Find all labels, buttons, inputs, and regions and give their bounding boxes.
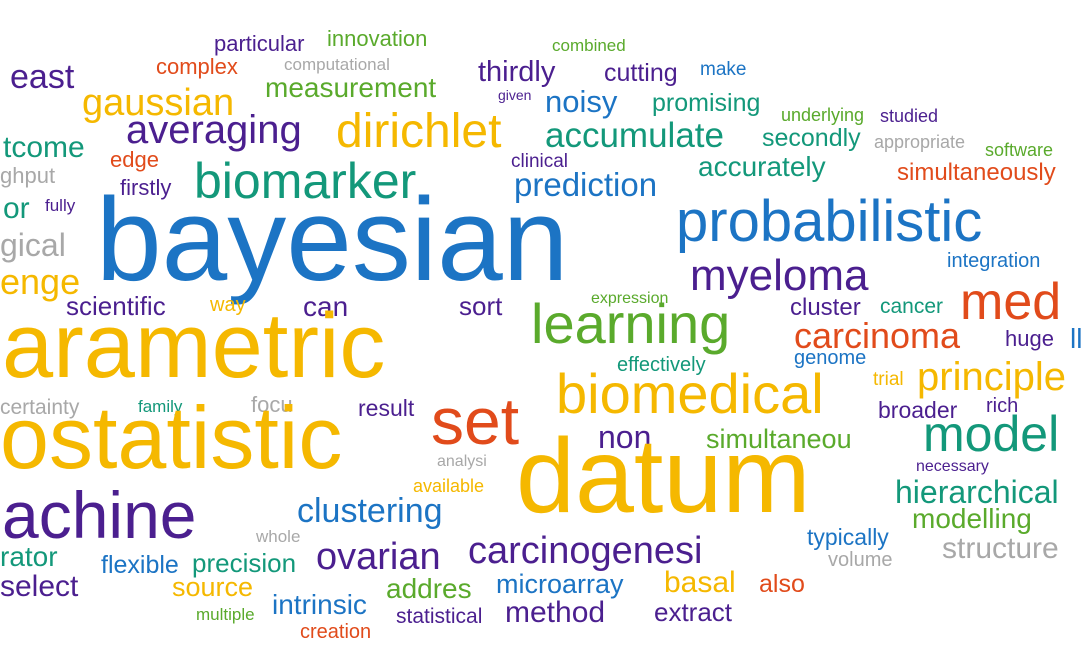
word-ovarian: ovarian xyxy=(316,536,441,578)
word-necessary: necessary xyxy=(916,458,989,475)
word-computational: computational xyxy=(284,55,390,74)
word-also: also xyxy=(759,570,805,598)
word-dirichlet: dirichlet xyxy=(336,105,502,158)
word-underlying: underlying xyxy=(781,105,865,125)
word-bayesian: bayesian xyxy=(96,174,569,306)
word-clustering: clustering xyxy=(297,492,443,530)
word-particular: particular xyxy=(214,31,305,56)
word-software: software xyxy=(985,140,1054,160)
word-structure: structure xyxy=(942,532,1059,565)
word-rator: rator xyxy=(0,541,58,572)
word-expression: expression xyxy=(591,290,669,307)
word-accurately: accurately xyxy=(698,151,826,182)
word-measurement: measurement xyxy=(265,72,437,103)
word-microarray: microarray xyxy=(496,569,624,599)
word-gaussian: gaussian xyxy=(82,82,235,124)
word-select: select xyxy=(0,570,79,603)
word-volume: volume xyxy=(828,549,893,571)
word-broader: broader xyxy=(878,397,958,423)
word-thirdly: thirdly xyxy=(478,56,556,88)
word-family: family xyxy=(138,397,183,416)
word-enge: enge xyxy=(0,261,81,302)
word-model: model xyxy=(923,406,1060,462)
word-extract: extract xyxy=(654,597,733,627)
word-sort: sort xyxy=(459,291,503,321)
word-certainty: certainty xyxy=(0,396,80,419)
word-genome: genome xyxy=(794,347,867,369)
word-set: set xyxy=(431,384,520,458)
word-myeloma: myeloma xyxy=(690,251,869,300)
word-secondly: secondly xyxy=(762,124,861,152)
word-trial: trial xyxy=(873,369,904,390)
word-tcome: tcome xyxy=(3,131,85,164)
word-firstly: firstly xyxy=(120,175,172,200)
word-complex: complex xyxy=(156,54,238,79)
word-modelling: modelling xyxy=(912,503,1032,534)
word-effectively: effectively xyxy=(617,354,706,376)
word-huge: huge xyxy=(1005,326,1054,351)
word-cancer: cancer xyxy=(880,295,944,318)
word-probabilistic: probabilistic xyxy=(676,189,983,254)
word-statistical: statistical xyxy=(396,605,483,628)
word-ghput: ghput xyxy=(0,163,56,188)
word-make: make xyxy=(700,59,747,80)
word-whole: whole xyxy=(256,527,301,546)
word-studied: studied xyxy=(880,106,939,126)
word-gical: gical xyxy=(0,227,66,263)
word-accumulate: accumulate xyxy=(545,116,724,155)
word-analysi: analysi xyxy=(437,453,487,470)
word-innovation: innovation xyxy=(327,26,428,51)
word-integration: integration xyxy=(947,250,1041,272)
word-edge: edge xyxy=(110,147,159,172)
word-med: med xyxy=(960,273,1062,331)
word-prediction: prediction xyxy=(514,166,658,203)
word-promising: promising xyxy=(652,89,761,117)
word-typically: typically xyxy=(807,524,889,550)
word-can: can xyxy=(303,291,349,322)
word-focu: focu xyxy=(251,392,293,417)
word-hierarchical: hierarchical xyxy=(895,474,1059,510)
word-appropriate: appropriate xyxy=(874,132,966,152)
word-or: or xyxy=(3,192,30,225)
word-source: source xyxy=(172,572,254,602)
word-flexible: flexible xyxy=(101,551,179,579)
word-ostatistic: ostatistic xyxy=(0,388,343,487)
word-biomarker: biomarker xyxy=(194,153,417,209)
word-cluster: cluster xyxy=(790,294,861,321)
word-ll: ll xyxy=(1070,323,1083,354)
word-creation: creation xyxy=(300,621,372,643)
word-basal: basal xyxy=(664,566,736,599)
word-available: available xyxy=(413,476,485,496)
word-addres: addres xyxy=(386,573,472,604)
word-simultaneou: simultaneou xyxy=(706,424,852,454)
word-averaging: averaging xyxy=(126,108,302,152)
word-given: given xyxy=(498,87,532,103)
word-fully: fully xyxy=(45,196,76,215)
word-noisy: noisy xyxy=(545,84,618,119)
word-arametric: arametric xyxy=(2,295,386,397)
word-scientific: scientific xyxy=(66,291,166,321)
word-clinical: clinical xyxy=(511,151,569,172)
word-method: method xyxy=(505,596,606,629)
word-carcinoma: carcinoma xyxy=(794,315,961,356)
word-combined: combined xyxy=(552,36,626,55)
word-intrinsic: intrinsic xyxy=(272,589,367,620)
word-datum: datum xyxy=(516,417,811,535)
word-cutting: cutting xyxy=(604,59,678,87)
word-simultaneously: simultaneously xyxy=(897,159,1056,186)
word-way: way xyxy=(210,294,246,316)
word-learning: learning xyxy=(531,292,731,355)
word-east: east xyxy=(10,58,75,96)
word-multiple: multiple xyxy=(196,605,255,624)
word-rich: rich xyxy=(986,395,1019,417)
word-carcinogenesi: carcinogenesi xyxy=(468,530,703,572)
word-precision: precision xyxy=(192,548,297,578)
word-biomedical: biomedical xyxy=(556,362,824,425)
word-principle: principle xyxy=(917,355,1066,399)
word-result: result xyxy=(358,395,415,421)
word-achine: achine xyxy=(2,478,197,552)
word-non: non xyxy=(598,419,652,455)
